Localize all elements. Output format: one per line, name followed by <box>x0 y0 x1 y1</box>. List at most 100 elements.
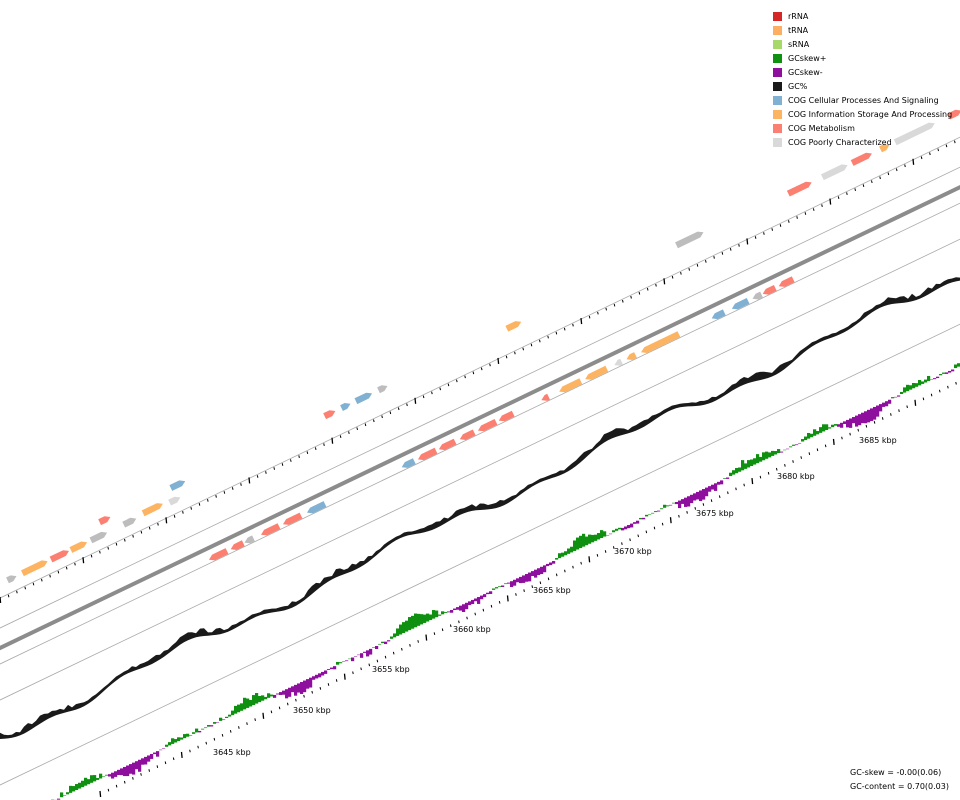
skew-bar-positive <box>579 535 583 549</box>
legend-item-trna: tRNA <box>773 23 952 37</box>
skew-bar-positive <box>618 527 622 530</box>
skew-bar-positive <box>231 710 235 716</box>
skew-bar-positive <box>909 385 913 390</box>
skew-bar-negative <box>276 693 280 695</box>
scale-minor-tick <box>238 726 240 729</box>
scale-minor-tick <box>132 776 134 780</box>
outer-minor-tick <box>530 343 533 347</box>
outer-minor-tick <box>323 443 325 446</box>
reverse-gene-12 <box>541 393 550 401</box>
scale-minor-tick <box>490 604 493 608</box>
outer-minor-tick <box>231 487 234 490</box>
scale-minor-tick <box>482 608 485 612</box>
forward-gene-3 <box>323 410 336 420</box>
skew-bar-positive <box>801 439 805 442</box>
skew-bar-negative <box>897 395 901 397</box>
scale-minor-tick <box>441 628 444 632</box>
legend-item-cog-poorly-characterized: COG Poorly Characterized <box>773 135 952 149</box>
skew-bar-negative <box>489 591 493 594</box>
skew-bar-positive <box>249 699 253 707</box>
skew-bar-negative <box>150 754 154 759</box>
skew-bar-negative <box>840 422 844 428</box>
skew-bar-positive <box>582 533 586 547</box>
skew-bar-positive <box>405 620 409 632</box>
reverse-gene-6 <box>401 458 416 468</box>
skew-bar-negative <box>312 676 316 680</box>
legend-swatch <box>773 67 782 77</box>
skew-bar-positive <box>807 432 811 439</box>
skew-bar-negative <box>474 598 478 602</box>
outer-minor-tick <box>671 275 674 279</box>
scale-minor-tick <box>433 632 436 635</box>
reverse-gene-20 <box>752 291 763 300</box>
skew-bar-positive <box>555 558 559 560</box>
outer-minor-tick <box>871 180 873 184</box>
scale-minor-tick <box>148 769 150 772</box>
skew-bar-negative <box>846 419 850 428</box>
scale-major-tick <box>180 751 183 758</box>
skew-bar-negative <box>345 660 349 662</box>
skew-bar-negative <box>711 484 715 490</box>
legend-swatch <box>773 39 782 49</box>
skew-bar-negative <box>372 647 376 648</box>
reverse-gene-18 <box>711 309 726 320</box>
outer-minor-tick <box>696 263 699 267</box>
outer-minor-tick <box>788 220 790 223</box>
forward-gene-16 <box>122 517 137 528</box>
skew-bar-positive <box>267 693 271 698</box>
outer-minor-tick <box>381 415 383 419</box>
skew-bar-negative <box>189 735 193 736</box>
skew-bar-positive <box>93 775 97 782</box>
skew-bar-positive <box>342 661 346 662</box>
outer-minor-tick <box>472 371 475 375</box>
skew-bar-positive <box>201 728 205 730</box>
outer-minor-tick <box>215 495 217 498</box>
skew-bar-positive <box>906 384 910 392</box>
forward-gene-20 <box>49 550 69 563</box>
skew-bar-negative <box>624 526 628 530</box>
outer-minor-tick <box>256 475 259 478</box>
skew-bar-negative <box>669 504 673 506</box>
scale-minor-tick <box>311 690 313 694</box>
outer-minor-tick <box>862 184 865 188</box>
skew-bar-negative <box>156 751 160 757</box>
skew-bar-negative <box>945 372 949 374</box>
skew-bar-negative <box>657 510 661 512</box>
skew-bar-positive <box>606 534 610 536</box>
skew-bar-positive <box>597 533 601 540</box>
skew-bar-negative <box>300 682 304 694</box>
skew-bar-positive <box>84 777 88 786</box>
skew-bar-negative <box>951 369 955 372</box>
outer-minor-tick <box>854 188 856 192</box>
skew-bar-negative <box>837 424 841 427</box>
legend-item-gc-content: GC% <box>773 79 952 93</box>
outer-minor-tick <box>597 311 599 315</box>
legend-label: GCskew+ <box>788 53 827 63</box>
outer-minor-tick <box>265 471 267 474</box>
legend: rRNA tRNA sRNA GCskew+ GCskew- GC% COG C… <box>773 9 952 149</box>
outer-minor-tick <box>132 534 134 538</box>
skew-bar-negative <box>861 412 865 424</box>
skew-bar-positive <box>771 450 775 456</box>
scale-major-tick <box>914 399 917 406</box>
outer-minor-tick <box>945 144 948 148</box>
outer-major-tick <box>746 238 749 245</box>
skew-bar-positive <box>831 424 835 428</box>
skew-bar-positive <box>819 427 823 433</box>
outer-minor-tick <box>148 526 151 530</box>
scale-minor-tick <box>254 718 256 722</box>
outer-minor-tick <box>721 252 724 255</box>
scale-minor-tick <box>286 702 289 706</box>
skew-bar-negative <box>327 669 331 670</box>
skew-bar-positive <box>759 456 763 462</box>
skew-bar-positive <box>75 784 79 790</box>
outer-minor-tick <box>754 236 757 239</box>
skew-bar-negative <box>681 499 685 504</box>
outer-minor-tick <box>348 431 350 435</box>
reverse-gene-14 <box>585 365 609 380</box>
skew-bar-negative <box>933 378 937 380</box>
skew-bar-positive <box>441 611 445 615</box>
legend-item-cog-cellular: COG Cellular Processes And Signaling <box>773 93 952 107</box>
outer-major-tick <box>580 318 583 325</box>
skew-bar-negative <box>642 517 646 520</box>
